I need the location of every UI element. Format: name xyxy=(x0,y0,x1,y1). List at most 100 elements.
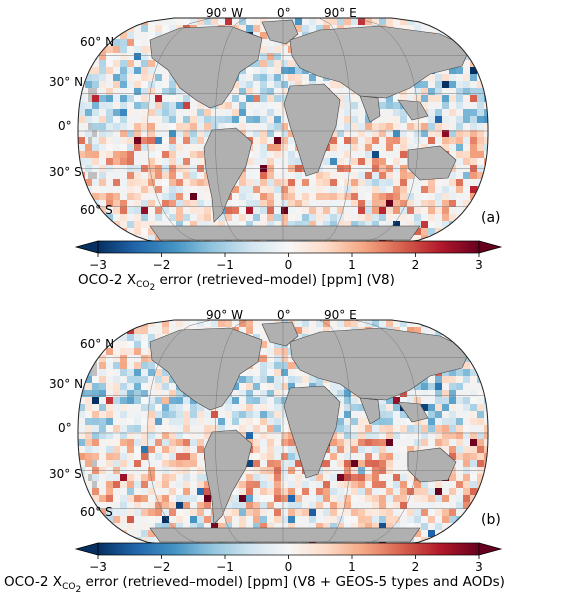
grid-cell xyxy=(365,123,372,130)
grid-cell xyxy=(155,151,162,158)
grid-cell xyxy=(246,474,253,481)
grid-cell xyxy=(176,207,183,214)
grid-cell xyxy=(379,158,386,165)
grid-cell xyxy=(477,158,484,165)
grid-cell xyxy=(344,509,351,516)
grid-cell xyxy=(141,151,148,158)
grid-cell xyxy=(309,25,316,32)
grid-cell xyxy=(351,523,358,530)
grid-cell xyxy=(120,509,127,516)
grid-cell xyxy=(330,495,337,502)
grid-cell xyxy=(442,439,449,446)
grid-cell xyxy=(232,418,239,425)
grid-cell xyxy=(407,193,414,200)
grid-cell xyxy=(267,369,274,376)
grid-cell xyxy=(267,362,274,369)
grid-cell xyxy=(274,439,281,446)
grid-cell xyxy=(162,130,169,137)
grid-cell xyxy=(176,221,183,228)
grid-cell xyxy=(428,214,435,221)
land xyxy=(397,401,429,423)
grid-cell xyxy=(246,390,253,397)
grid-cell xyxy=(176,509,183,516)
grid-cell xyxy=(330,488,337,495)
grid-cell xyxy=(183,502,190,509)
grid-cell xyxy=(92,123,99,130)
grid-cell xyxy=(197,320,204,327)
grid-cell xyxy=(344,109,351,116)
grid-cell xyxy=(260,200,267,207)
land xyxy=(203,429,253,525)
grid-cell xyxy=(162,193,169,200)
grid-cell xyxy=(260,495,267,502)
grid-cell xyxy=(309,320,316,327)
grid-cell xyxy=(456,179,463,186)
land xyxy=(397,99,429,121)
grid-cell xyxy=(351,116,358,123)
grid-cell xyxy=(288,488,295,495)
grid-cell xyxy=(267,123,274,130)
grid-cell xyxy=(162,214,169,221)
grid-cell xyxy=(218,214,225,221)
grid-cell xyxy=(414,235,421,242)
grid-cell xyxy=(120,179,127,186)
grid-cell xyxy=(141,179,148,186)
grid-cell xyxy=(407,179,414,186)
colorbar-ramp xyxy=(97,542,480,556)
grid-cell xyxy=(449,474,456,481)
grid-cell xyxy=(267,53,274,60)
grid-cell xyxy=(435,116,442,123)
grid-cell xyxy=(246,221,253,228)
grid-cell xyxy=(211,425,218,432)
grid-cell xyxy=(120,158,127,165)
grid-cell xyxy=(442,186,449,193)
grid-cell xyxy=(246,88,253,95)
grid-cell xyxy=(99,362,106,369)
grid-cell xyxy=(302,172,309,179)
grid-cell xyxy=(99,376,106,383)
grid-cell xyxy=(92,137,99,144)
grid-cell xyxy=(232,116,239,123)
grid-cell xyxy=(134,446,141,453)
grid-cell xyxy=(274,390,281,397)
grid-cell xyxy=(372,172,379,179)
grid-cell xyxy=(260,179,267,186)
grid-cell xyxy=(113,516,120,523)
grid-cell xyxy=(78,144,85,151)
grid-cell xyxy=(127,172,134,179)
grid-cell xyxy=(281,425,288,432)
grid-cell xyxy=(260,144,267,151)
grid-cell xyxy=(120,474,127,481)
grid-cell xyxy=(155,158,162,165)
grid-cell xyxy=(85,411,92,418)
grid-cell xyxy=(120,432,127,439)
grid-cell xyxy=(127,439,134,446)
grid-cell xyxy=(456,95,463,102)
grid-cell xyxy=(190,18,197,25)
grid-cell xyxy=(92,488,99,495)
grid-cell xyxy=(463,495,470,502)
lat-label-60n: 60° N xyxy=(80,35,115,49)
grid-cell xyxy=(400,172,407,179)
grid-cell xyxy=(309,172,316,179)
land xyxy=(149,327,263,411)
grid-cell xyxy=(337,502,344,509)
grid-cell xyxy=(274,418,281,425)
grid-cell xyxy=(225,397,232,404)
grid-cell xyxy=(393,474,400,481)
grid-cell xyxy=(106,474,113,481)
grid-cell xyxy=(456,439,463,446)
grid-cell xyxy=(267,411,274,418)
colorbar-tick-label: −1 xyxy=(216,560,234,574)
grid-cell xyxy=(414,397,421,404)
grid-cell xyxy=(330,214,337,221)
grid-cell xyxy=(85,158,92,165)
grid-cell xyxy=(148,144,155,151)
grid-cell xyxy=(456,102,463,109)
grid-cell xyxy=(407,327,414,334)
grid-cell xyxy=(281,214,288,221)
grid-cell xyxy=(484,144,488,151)
grid-cell xyxy=(358,425,365,432)
grid-cell xyxy=(386,123,393,130)
grid-cell xyxy=(267,502,274,509)
